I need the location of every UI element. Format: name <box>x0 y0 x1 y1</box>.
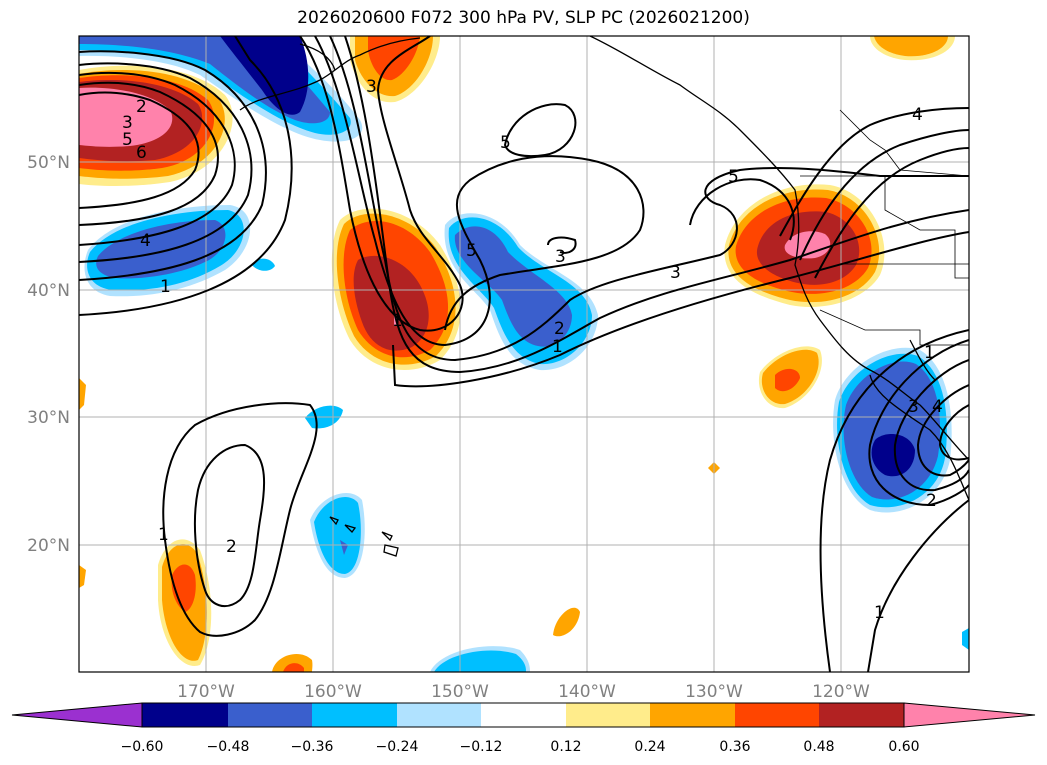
pv-positive-anomaly-gulf <box>350 36 440 103</box>
contour-label: 3 <box>366 77 377 97</box>
colorbar-max-extension <box>903 702 1036 728</box>
contour-label: 2 <box>554 319 565 339</box>
contour-label: 3 <box>122 113 133 133</box>
colorbar-swatch <box>397 703 481 727</box>
colorbar-tick-label: 0.60 <box>888 739 919 755</box>
pv-negative-anomaly-hawaii <box>310 492 365 578</box>
contour-label: 3 <box>555 247 566 267</box>
contour-label: 3 <box>908 397 919 417</box>
map-frame <box>78 35 970 673</box>
pv-negative-anomaly-central <box>444 213 598 371</box>
colorbar-tick-label: −0.24 <box>376 739 419 755</box>
colorbar-swatch <box>481 703 566 727</box>
contour-label: 3 <box>670 263 681 283</box>
colorbar-tick-label: 0.12 <box>550 739 581 755</box>
contour-label: 1 <box>392 311 403 331</box>
lon-label-130w: 130°W <box>685 682 743 702</box>
lat-label-40n: 40°N <box>27 281 70 301</box>
colorbar-swatch <box>228 703 312 727</box>
pv-negative-anomaly-south <box>430 646 530 672</box>
colorbar-swatch <box>566 703 650 727</box>
contour-label: 4 <box>912 105 923 125</box>
pv-positive-anomaly-south <box>272 653 313 672</box>
colorbar-tick-label: 0.24 <box>634 739 665 755</box>
colorbar-tick-label: 0.48 <box>803 739 834 755</box>
colorbar-swatch <box>650 703 735 727</box>
lon-label-140w: 140°W <box>558 682 616 702</box>
colorbar-tick-label: 0.36 <box>719 739 750 755</box>
pv-negative-anomaly-southeast <box>833 347 952 513</box>
colorbar: −0.60 −0.48 −0.36 −0.24 −0.12 0.12 0.24 … <box>11 702 1036 755</box>
contour-label: 2 <box>926 491 937 511</box>
pv-positive-anomaly-southwest <box>158 539 212 666</box>
contour-label: 6 <box>136 143 147 163</box>
lon-label-170w: 170°W <box>177 682 235 702</box>
lat-label-20n: 20°N <box>27 536 70 556</box>
colorbar-tick-label: −0.48 <box>207 739 250 755</box>
contour-label: 5 <box>122 130 133 150</box>
contour-label: 1 <box>874 603 885 623</box>
map-field: 2 3 5 6 4 1 5 3 5 3 2 1 4 5 3 2 1 3 4 1 … <box>79 36 969 672</box>
colorbar-tick-label: −0.60 <box>121 739 164 755</box>
contour-label: 2 <box>226 537 237 557</box>
map-title: 2026020600 F072 300 hPa PV, SLP PC (2026… <box>297 8 750 28</box>
pv-positive-anomaly-northeast <box>870 36 955 61</box>
longitude-labels: 170°W 160°W 150°W 140°W 130°W 120°W <box>177 682 870 702</box>
colorbar-tick-label: −0.12 <box>460 739 503 755</box>
slp-contours <box>79 36 969 672</box>
pv-edge-positive-patch-2 <box>79 565 86 588</box>
contour-label: 1 <box>552 337 563 357</box>
pv-positive-anomaly-offshore <box>758 346 822 409</box>
lat-label-50n: 50°N <box>27 153 70 173</box>
contour-label: 4 <box>140 231 151 251</box>
contour-label: 5 <box>466 241 477 261</box>
pv-edge-positive-patch <box>79 378 86 410</box>
colorbar-swatch <box>819 703 904 727</box>
contour-label: 4 <box>932 397 943 417</box>
contour-label: 5 <box>728 167 739 187</box>
contour-label: 1 <box>924 343 935 363</box>
contour-labels: 2 3 5 6 4 1 5 3 5 3 2 1 4 5 3 2 1 3 4 1 … <box>122 77 943 623</box>
colorbar-min-extension <box>11 702 143 728</box>
colorbar-ticks: −0.60 −0.48 −0.36 −0.24 −0.12 0.12 0.24 … <box>121 739 920 755</box>
contour-label: 5 <box>500 133 511 153</box>
colorbar-tick-label: −0.36 <box>291 739 334 755</box>
pv-small-negative-patch <box>252 258 275 271</box>
colorbar-swatch <box>142 703 228 727</box>
colorbar-swatch <box>312 703 397 727</box>
contour-label: 1 <box>158 525 169 545</box>
colorbar-swatch <box>735 703 819 727</box>
contour-label: 1 <box>160 277 171 297</box>
lon-label-160w: 160°W <box>304 682 362 702</box>
latitude-labels: 50°N 40°N 30°N 20°N <box>27 153 70 556</box>
contour-label: 2 <box>136 97 147 117</box>
lat-label-30n: 30°N <box>27 408 70 428</box>
pv-edge-negative-patch <box>962 628 969 650</box>
graticule <box>79 36 969 672</box>
lon-label-150w: 150°W <box>431 682 489 702</box>
lon-label-120w: 120°W <box>812 682 870 702</box>
pv-small-positive-patch <box>553 607 580 637</box>
